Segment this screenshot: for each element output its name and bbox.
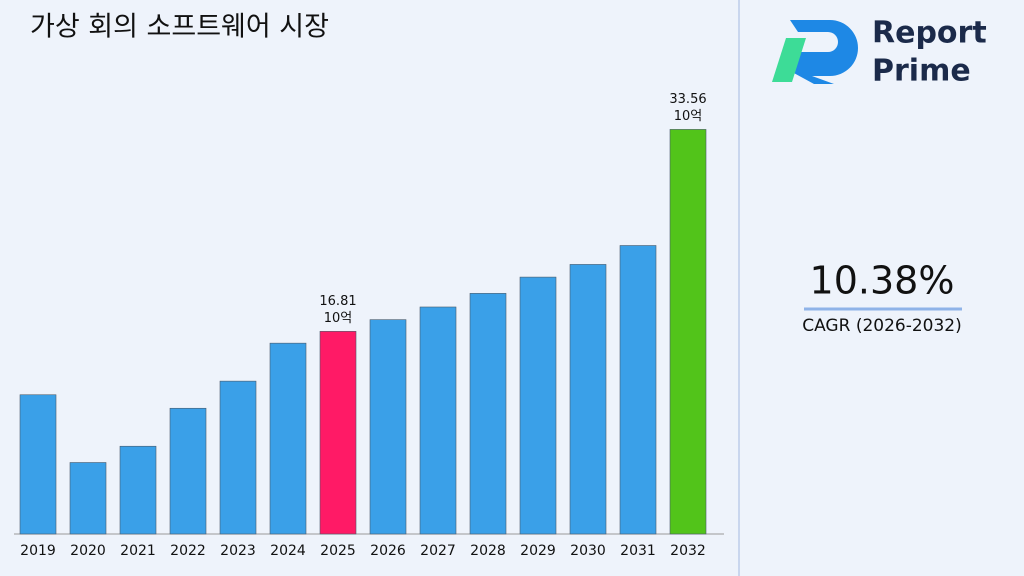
- x-tick-label: 2028: [470, 543, 506, 559]
- x-tick-label: 2026: [370, 543, 406, 559]
- x-tick-label: 2032: [670, 543, 706, 559]
- value-label: 33.56: [669, 92, 706, 107]
- x-tick-label: 2021: [120, 543, 156, 559]
- bar: [519, 276, 557, 535]
- x-tick-label: 2023: [220, 543, 256, 559]
- x-tick-label: 2029: [520, 543, 556, 559]
- bar: [119, 445, 157, 535]
- x-tick-label: 2022: [170, 543, 206, 559]
- brand-text: Report: [872, 16, 987, 51]
- x-tick-label: 2019: [20, 543, 56, 559]
- x-tick-label: 2027: [420, 543, 456, 559]
- bar: [19, 394, 57, 535]
- cagr-label: CAGR (2026-2032): [802, 316, 962, 336]
- logo: [772, 20, 858, 84]
- value-label: 16.81: [319, 294, 356, 309]
- bar: [419, 306, 457, 535]
- bar: [69, 462, 107, 535]
- x-tick-label: 2020: [70, 543, 106, 559]
- brand-text: Prime: [872, 54, 971, 89]
- x-tick-label: 2025: [320, 543, 356, 559]
- bar: [319, 331, 357, 535]
- bar: [219, 380, 257, 535]
- bar: [469, 293, 507, 535]
- bar: [369, 319, 407, 535]
- logo-mark: [772, 38, 806, 82]
- value-unit: 10억: [674, 109, 703, 124]
- bar: [569, 264, 607, 535]
- x-tick-label: 2030: [570, 543, 606, 559]
- x-tick-label: 2031: [620, 543, 656, 559]
- value-unit: 10억: [324, 311, 353, 326]
- bar: [619, 245, 657, 535]
- bar: [169, 407, 207, 535]
- cagr-value: 10.38%: [810, 259, 955, 303]
- logo-mark: [790, 20, 858, 84]
- bar: [269, 342, 307, 535]
- bar: [669, 129, 707, 535]
- x-tick-label: 2024: [270, 543, 306, 559]
- chart-title: 가상 회의 소프트웨어 시장: [30, 12, 329, 43]
